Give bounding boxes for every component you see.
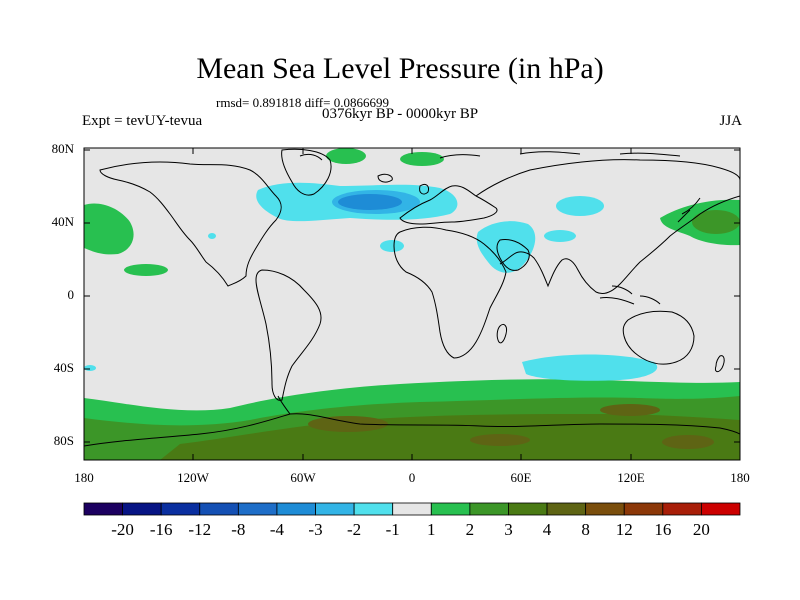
colorbar-label: 4: [542, 520, 552, 539]
colorbar-cell: [83, 502, 123, 516]
lon-label-120w: 120W: [177, 470, 209, 485]
pacific-subtropic-green: [124, 264, 168, 276]
colorbar-cell: [662, 502, 702, 516]
lat-label-80s: 80S: [53, 433, 74, 448]
indian-ocean-cyan: [522, 354, 658, 381]
south-america-coast: [255, 269, 322, 401]
indonesia-coast: [599, 285, 661, 305]
japan-coast: [677, 197, 701, 223]
colorbar-cell: [546, 502, 587, 516]
colorbar-label: 3: [504, 520, 513, 539]
colorbar-label: -20: [111, 520, 134, 539]
pacific-small-cyan: [208, 233, 216, 239]
colorbar-cell: [276, 502, 316, 516]
europe-coast: [399, 185, 498, 225]
africa-nw-cyan: [380, 240, 404, 252]
lat-label-0: 0: [67, 287, 75, 302]
colorbar-label: -16: [149, 520, 173, 539]
colorbar-label: -4: [269, 520, 285, 539]
greenland-coast: [281, 148, 332, 196]
colorbar-cell: [392, 502, 432, 516]
natlantic-inner: [338, 194, 402, 210]
lon-label-0: 0: [408, 470, 416, 485]
colorbar-label: -1: [385, 520, 400, 539]
arctic-islands: [299, 151, 681, 161]
stats-line: rmsd= 0.891818 diff= 0.0866699: [216, 95, 389, 110]
colorbar-cell: [237, 502, 278, 516]
brown-patch-2: [600, 404, 660, 416]
s-pacific-small-cyan: [84, 365, 96, 371]
brown-patch-1: [308, 416, 388, 432]
lon-label-120e: 120E: [617, 470, 645, 485]
colorbar-label: 16: [654, 520, 672, 539]
colorbar-label: -12: [188, 520, 212, 539]
africa-coast: [393, 226, 507, 359]
season-label: JJA: [719, 113, 742, 129]
australia-coast: [622, 310, 695, 365]
arctic-green-2: [400, 152, 444, 166]
colorbar-cell: [623, 502, 664, 516]
tick-marks: [83, 148, 741, 460]
antarctic-olive-core: [160, 414, 740, 460]
npacific-east-green: [84, 203, 134, 255]
lat-label-80n: 80N: [51, 141, 74, 156]
lon-label-60e: 60E: [510, 470, 532, 485]
colorbar-cell: [315, 502, 355, 516]
central-asia-cyan: [556, 196, 604, 216]
lon-label-60w: 60W: [290, 470, 316, 485]
brown-patch-4: [470, 434, 530, 446]
uk-coast: [419, 183, 429, 195]
colorbar-cell: [353, 502, 394, 516]
npacific-west-core: [692, 210, 740, 234]
asia-coast: [475, 159, 740, 295]
colorbar-label: 12: [615, 520, 633, 539]
colorbar-cell: [508, 502, 548, 516]
coastlines: [84, 148, 740, 447]
colorbar-cell: [199, 502, 239, 516]
anomaly-fields: [84, 148, 740, 460]
lat-label-40n: 40N: [51, 214, 74, 229]
colorbar-label: -3: [308, 520, 323, 539]
india-cyan: [544, 230, 576, 242]
colorbar-label: 8: [581, 520, 590, 539]
map-title: Mean Sea Level Pressure (in hPa): [196, 52, 604, 85]
antarctica-coast: [84, 413, 740, 447]
north-america-coast: [99, 161, 282, 287]
colorbar-label: -2: [347, 520, 362, 539]
brown-patch-3: [662, 435, 714, 449]
new-zealand-coast: [715, 355, 725, 373]
experiment-label: Expt = tevUY-tevua: [82, 113, 203, 129]
lon-label-180e: 180: [730, 470, 750, 485]
arctic-green-1: [326, 148, 366, 164]
arabia-coast: [496, 239, 530, 271]
colorbar-label: 20: [692, 520, 710, 539]
lon-label-180w: 180: [74, 470, 94, 485]
colorbar-cell: [701, 502, 741, 516]
colorbar-label: 2: [465, 520, 475, 539]
colorbar-label: -8: [231, 520, 246, 539]
colorbar-cell: [122, 502, 162, 516]
colorbar-cell: [469, 502, 509, 516]
colorbar-cell: [160, 502, 201, 516]
madagascar-coast: [496, 323, 507, 344]
period-label: 0376kyr BP - 0000kyr BP: [322, 106, 479, 122]
colorbar-cell: [430, 502, 471, 516]
mideast-cyan: [476, 221, 536, 273]
lat-label-40s: 40S: [53, 360, 74, 375]
colorbar: [83, 502, 741, 516]
antarctic-peninsula: [277, 395, 291, 415]
colorbar-label: 1: [427, 520, 436, 539]
colorbar-cell: [585, 502, 625, 516]
iceland-coast: [377, 173, 393, 183]
